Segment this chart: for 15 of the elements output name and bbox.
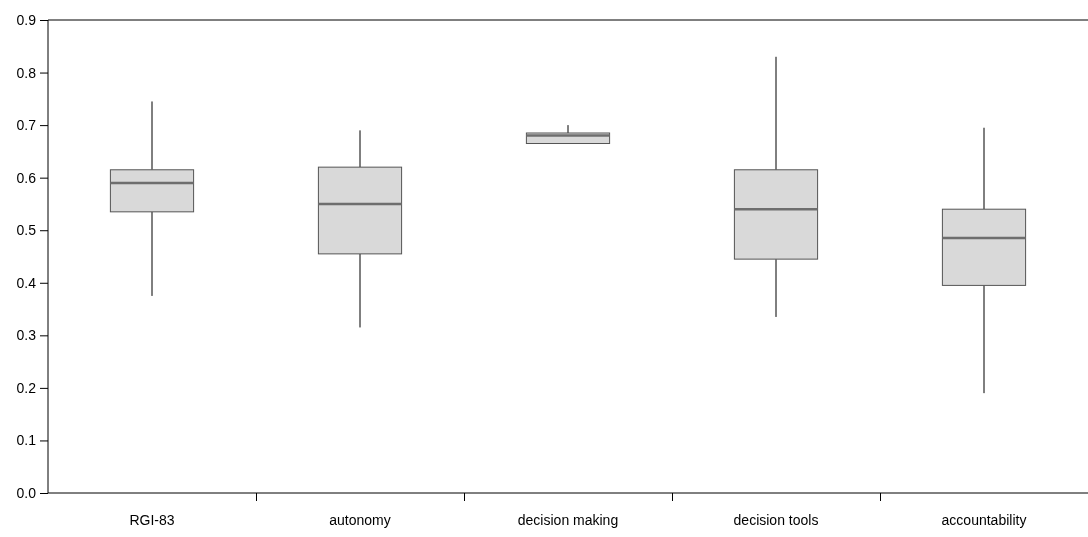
- y-tick-label: 0.7: [16, 117, 37, 134]
- y-tick-label: 0.8: [16, 64, 37, 81]
- y-tick-label: 0.2: [16, 379, 37, 396]
- y-tick-label: 0.1: [16, 432, 37, 449]
- x-tick-label: accountability: [941, 512, 1027, 528]
- y-tick-label: 0.0: [16, 484, 37, 501]
- x-tick-label: decision tools: [733, 512, 819, 528]
- x-tick-label: RGI-83: [129, 512, 175, 528]
- y-tick-label: 0.9: [16, 11, 37, 28]
- y-tick-label: 0.4: [16, 274, 37, 291]
- x-tick-label: decision making: [517, 512, 619, 528]
- y-tick-label: 0.5: [16, 222, 37, 239]
- y-tick-label: 0.3: [16, 327, 37, 344]
- x-tick-label: autonomy: [329, 512, 391, 528]
- y-tick-label: 0.6: [16, 169, 37, 186]
